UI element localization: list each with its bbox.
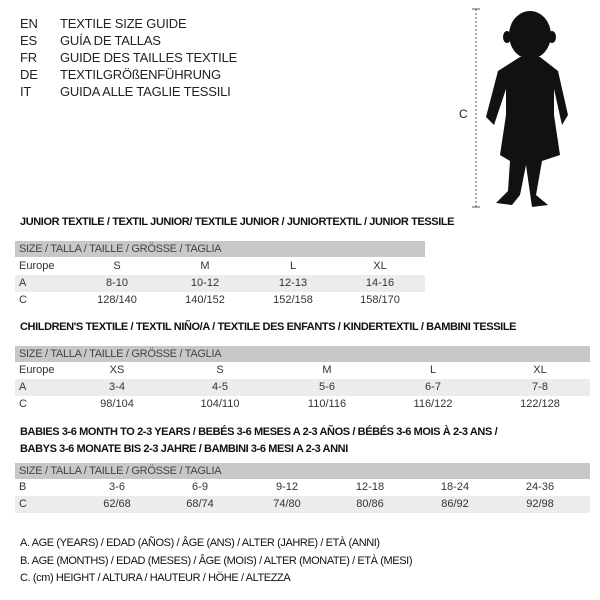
table-cell: 128/140: [97, 294, 137, 306]
babies-title-line1: BABIES 3-6 MONTH TO 2-3 YEARS / BEBÉS 3-…: [20, 426, 498, 438]
table-cell: 12-13: [278, 277, 308, 289]
table-cell: 110/116: [307, 398, 347, 410]
table-cell: L: [289, 260, 297, 272]
lang-code: ES: [20, 33, 37, 48]
row-label: B: [19, 481, 27, 493]
table-cell: 24-36: [525, 481, 555, 493]
table-row: Europe XS S M L XL: [15, 362, 590, 379]
children-size-header: SIZE / TALLA / TAILLE / GRÖSSE / TAGLIA: [15, 346, 590, 362]
row-label: C: [19, 498, 27, 510]
table-cell: 62/68: [103, 498, 131, 510]
table-row: C 128/140 140/152 152/158 158/170: [15, 292, 425, 309]
row-label: Europe: [19, 364, 55, 376]
table-cell: 116/122: [413, 398, 453, 410]
table-cell: M: [322, 364, 332, 376]
lang-code: FR: [20, 50, 37, 65]
table-row: A 8-10 10-12 12-13 14-16: [15, 275, 425, 292]
table-cell: 5-6: [319, 381, 335, 393]
lang-code: DE: [20, 67, 38, 82]
table-cell: S: [113, 260, 121, 272]
table-cell: 12-18: [355, 481, 385, 493]
lang-text: GUIDA ALLE TAGLIE TESSILI: [60, 84, 231, 99]
row-label: C: [19, 294, 27, 306]
legend-b: B. AGE (MONTHS) / EDAD (MESES) / ÂGE (MO…: [20, 555, 413, 567]
junior-size-header: SIZE / TALLA / TAILLE / GRÖSSE / TAGLIA: [15, 241, 425, 257]
table-cell: XL: [373, 260, 387, 272]
lang-code: IT: [20, 84, 32, 99]
table-cell: 122/128: [520, 398, 560, 410]
table-cell: 6-9: [192, 481, 208, 493]
table-cell: 104/110: [200, 398, 240, 410]
row-label: A: [19, 381, 27, 393]
lang-it: IT GUIDA ALLE TAGLIE TESSILI: [20, 84, 231, 99]
table-cell: 158/170: [360, 294, 400, 306]
table-row: Europe S M L XL: [15, 258, 425, 275]
lang-code: EN: [20, 16, 38, 31]
table-row: C 62/68 68/74 74/80 80/86 86/92 92/98: [15, 496, 590, 513]
child-silhouette-icon: [472, 8, 568, 208]
table-row: A 3-4 4-5 5-6 6-7 7-8: [15, 379, 590, 396]
table-cell: 8-10: [105, 277, 129, 289]
table-cell: 68/74: [186, 498, 214, 510]
table-cell: 9-12: [275, 481, 299, 493]
table-cell: 3-6: [109, 481, 125, 493]
table-cell: 7-8: [532, 381, 548, 393]
children-title: CHILDREN'S TEXTILE / TEXTIL NIÑO/A / TEX…: [20, 321, 517, 333]
table-cell: L: [429, 364, 437, 376]
table-row: B 3-6 6-9 9-12 12-18 18-24 24-36: [15, 479, 590, 496]
lang-text: TEXTILE SIZE GUIDE: [60, 16, 187, 31]
table-cell: 92/98: [526, 498, 554, 510]
table-cell: S: [216, 364, 224, 376]
lang-en: EN TEXTILE SIZE GUIDE: [20, 16, 187, 31]
lang-text: GUÍA DE TALLAS: [60, 33, 161, 48]
row-label: A: [19, 277, 27, 289]
height-label: C: [459, 107, 468, 121]
junior-title: JUNIOR TEXTILE / TEXTIL JUNIOR/ TEXTILE …: [20, 216, 455, 228]
table-cell: 14-16: [365, 277, 395, 289]
table-cell: 6-7: [425, 381, 441, 393]
row-label: Europe: [19, 260, 55, 272]
table-cell: 74/80: [273, 498, 301, 510]
table-cell: XS: [109, 364, 125, 376]
table-cell: 86/92: [441, 498, 469, 510]
table-cell: 4-5: [212, 381, 228, 393]
table-cell: 18-24: [440, 481, 470, 493]
row-label: C: [19, 398, 27, 410]
lang-fr: FR GUIDE DES TAILLES TEXTILE: [20, 50, 237, 65]
table-cell: 152/158: [273, 294, 313, 306]
lang-text: TEXTILGRÖßENFÜHRUNG: [60, 67, 221, 82]
legend-c: C. (cm) HEIGHT / ALTURA / HAUTEUR / HÖHE…: [20, 572, 291, 584]
table-row: C 98/104 104/110 110/116 116/122 122/128: [15, 396, 590, 413]
table-cell: XL: [533, 364, 547, 376]
table-cell: 80/86: [356, 498, 384, 510]
babies-title-line2: BABYS 3-6 MONATE BIS 2-3 JAHRE / BAMBINI…: [20, 443, 348, 455]
lang-de: DE TEXTILGRÖßENFÜHRUNG: [20, 67, 221, 82]
table-cell: 98/104: [100, 398, 134, 410]
babies-size-header: SIZE / TALLA / TAILLE / GRÖSSE / TAGLIA: [15, 463, 590, 479]
table-cell: 10-12: [190, 277, 220, 289]
table-cell: 140/152: [185, 294, 225, 306]
table-cell: 3-4: [109, 381, 125, 393]
legend-a: A. AGE (YEARS) / EDAD (AÑOS) / ÂGE (ANS)…: [20, 537, 380, 549]
lang-es: ES GUÍA DE TALLAS: [20, 33, 161, 48]
lang-text: GUIDE DES TAILLES TEXTILE: [60, 50, 238, 65]
table-cell: M: [200, 260, 210, 272]
